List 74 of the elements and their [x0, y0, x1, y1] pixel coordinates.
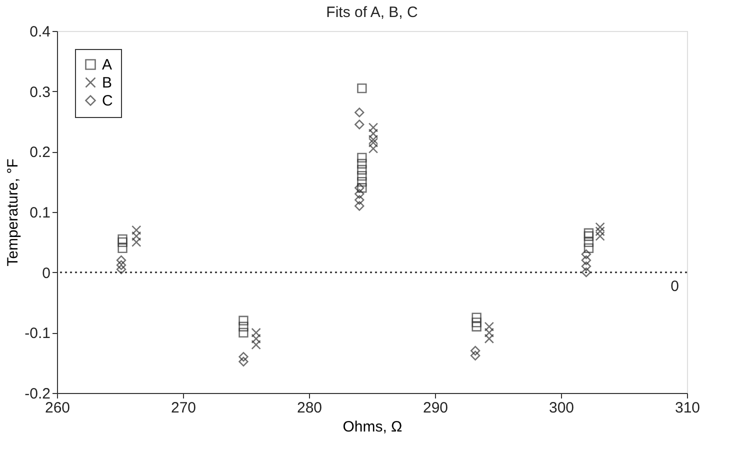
point	[354, 189, 364, 199]
point	[357, 152, 367, 163]
point	[354, 120, 364, 130]
point	[368, 134, 378, 144]
y-tick-label: 0.4	[30, 24, 50, 40]
point	[116, 255, 126, 266]
point	[581, 255, 592, 266]
x-tick-label: 280	[296, 400, 322, 416]
point	[472, 312, 482, 322]
point	[238, 322, 248, 332]
x-tick-label: 310	[674, 400, 700, 416]
y-tick-label: -0.2	[24, 386, 50, 402]
point	[357, 170, 367, 181]
point	[472, 322, 482, 332]
chart-title: Fits of A, B, C	[326, 4, 418, 21]
point	[357, 164, 367, 175]
y-axis-title: Temperature, °F	[4, 158, 22, 266]
point	[472, 318, 482, 328]
point	[238, 328, 248, 338]
point	[116, 260, 126, 270]
point	[354, 108, 364, 118]
point	[251, 334, 261, 344]
x-tick-label: 300	[548, 400, 574, 416]
point	[132, 237, 142, 247]
point	[581, 249, 592, 260]
x-axis-title: Ohms, Ω	[342, 418, 402, 436]
point	[251, 340, 261, 350]
point	[118, 243, 128, 254]
point	[584, 237, 594, 247]
point	[595, 226, 605, 236]
y-tick-label: 0.3	[30, 84, 50, 101]
point	[581, 261, 592, 272]
point	[132, 225, 142, 235]
point	[595, 222, 605, 232]
point	[357, 177, 367, 187]
x-tick-label: 290	[422, 400, 448, 416]
legend-label: A	[102, 56, 112, 74]
point	[354, 195, 364, 205]
point	[357, 83, 367, 94]
point	[354, 201, 364, 211]
point	[368, 128, 378, 138]
point	[368, 122, 378, 132]
point	[368, 138, 378, 148]
point	[470, 346, 480, 356]
y-tick-label: 0	[42, 264, 50, 282]
legend-label: C	[102, 92, 113, 110]
point	[238, 316, 248, 326]
point	[118, 237, 128, 247]
point	[251, 328, 261, 338]
y-tick-label: -0.1	[24, 325, 50, 342]
point	[470, 350, 480, 360]
annotation: 0	[670, 278, 679, 295]
point	[595, 231, 605, 241]
point	[584, 243, 594, 254]
point	[354, 183, 364, 193]
point	[484, 322, 494, 332]
y-tick-label: 0.2	[30, 144, 50, 162]
point	[357, 158, 367, 169]
point	[581, 268, 592, 278]
point	[484, 334, 494, 344]
point	[368, 144, 378, 154]
legend-label: B	[102, 74, 112, 92]
point	[238, 356, 248, 366]
point	[584, 228, 594, 238]
y-tick-label: 0.1	[30, 204, 50, 222]
point	[357, 183, 367, 193]
point	[132, 231, 142, 241]
point	[116, 264, 126, 274]
point	[484, 328, 494, 338]
point	[584, 231, 594, 241]
x-tick-label: 270	[170, 400, 196, 416]
point	[238, 352, 248, 362]
x-tick-label: 260	[44, 400, 70, 416]
point	[118, 234, 128, 244]
